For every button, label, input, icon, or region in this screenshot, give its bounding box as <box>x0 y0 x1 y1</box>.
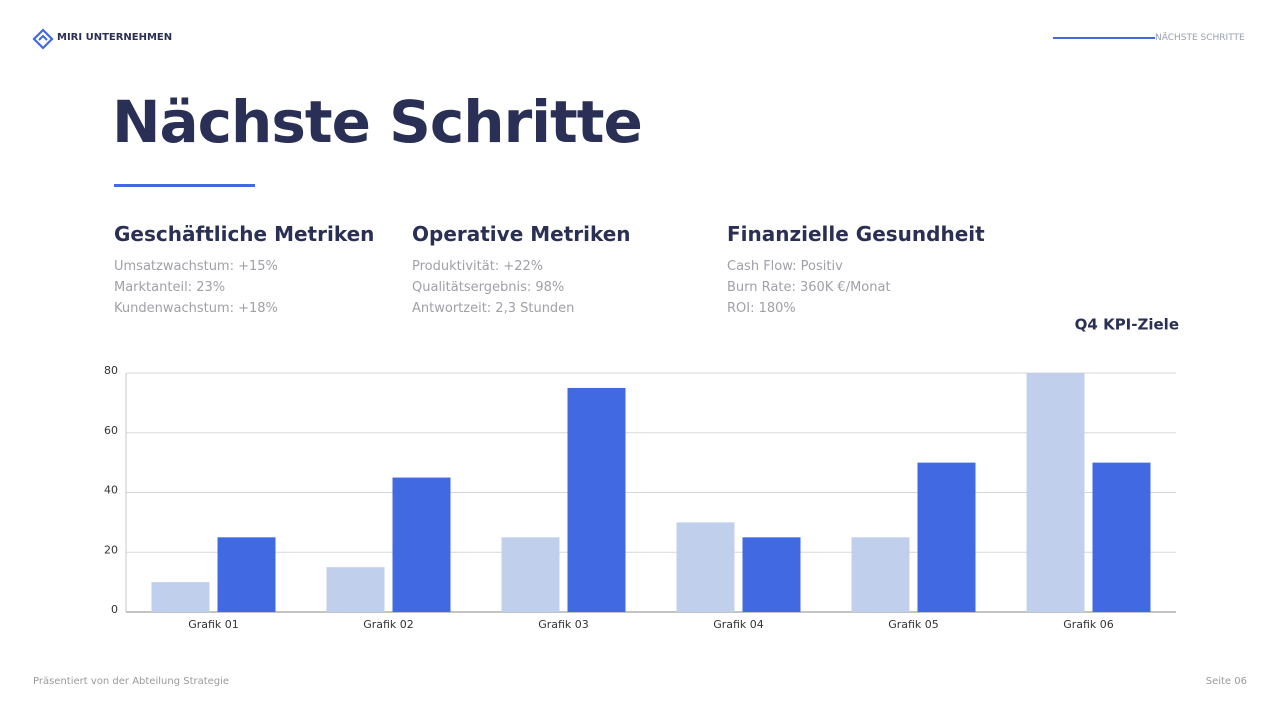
metric-item: Marktanteil: 23% <box>114 280 226 295</box>
bar <box>217 537 276 612</box>
metric-heading: Geschäftliche Metriken <box>114 222 375 246</box>
x-tick-label: Grafik 04 <box>713 618 764 631</box>
metric-item: Antwortzeit: 2,3 Stunden <box>412 301 575 316</box>
x-tick-label: Grafik 01 <box>188 618 239 631</box>
bar <box>917 462 976 612</box>
title-underline <box>114 184 255 187</box>
header-line <box>1053 37 1155 39</box>
bar <box>392 477 451 612</box>
metric-item: Burn Rate: 360K €/Monat <box>727 280 891 295</box>
footer-left: Präsentiert von der Abteilung Strategie <box>33 676 230 687</box>
y-tick-label: 40 <box>104 484 118 497</box>
logo <box>32 28 54 50</box>
x-tick-label: Grafik 03 <box>538 618 589 631</box>
x-tick-label: Grafik 02 <box>363 618 414 631</box>
metric-item: Cash Flow: Positiv <box>727 259 843 274</box>
x-tick-label: Grafik 05 <box>888 618 939 631</box>
y-tick-label: 60 <box>104 424 118 437</box>
x-tick-label: Grafik 06 <box>1063 618 1114 631</box>
metric-item: Produktivität: +22% <box>412 259 544 274</box>
chart: Q4 KPI-Ziele 0 20 40 60 80 Grafik 01 Grafik 02… <box>104 316 1179 632</box>
chart-title: Q4 KPI-Ziele <box>1075 316 1179 334</box>
section-label: NÄCHSTE SCHRITTE <box>1155 33 1245 43</box>
bar <box>742 537 801 612</box>
y-tick-label: 0 <box>111 603 118 616</box>
bar <box>676 522 735 612</box>
metric-column: Finanzielle Gesundheit Cash Flow: Positi… <box>727 222 985 319</box>
metric-heading: Operative Metriken <box>412 222 631 246</box>
metric-heading: Finanzielle Gesundheit <box>727 222 985 246</box>
bar <box>501 537 560 612</box>
metric-item: Umsatzwachstum: +15% <box>114 259 278 274</box>
bar <box>326 567 385 612</box>
bar <box>567 387 626 612</box>
metric-item: ROI: 180% <box>727 301 796 316</box>
metric-item: Kundenwachstum: +18% <box>114 301 278 316</box>
bar <box>151 582 210 612</box>
bar <box>851 537 910 612</box>
metric-column: Geschäftliche Metriken Umsatzwachstum: +… <box>114 222 374 319</box>
metric-column: Operative Metriken Produktivität: +22% Q… <box>412 222 631 319</box>
y-tick-label: 20 <box>104 543 118 556</box>
y-tick-label: 80 <box>104 364 118 377</box>
bar <box>1026 373 1085 612</box>
footer-right: Seite 06 <box>1205 676 1247 687</box>
bar <box>1092 462 1151 612</box>
brand: MIRI UNTERNEHMEN <box>57 32 173 43</box>
slide-title: Nächste Schritte <box>112 88 643 156</box>
metric-item: Qualitätsergebnis: 98% <box>412 280 565 295</box>
